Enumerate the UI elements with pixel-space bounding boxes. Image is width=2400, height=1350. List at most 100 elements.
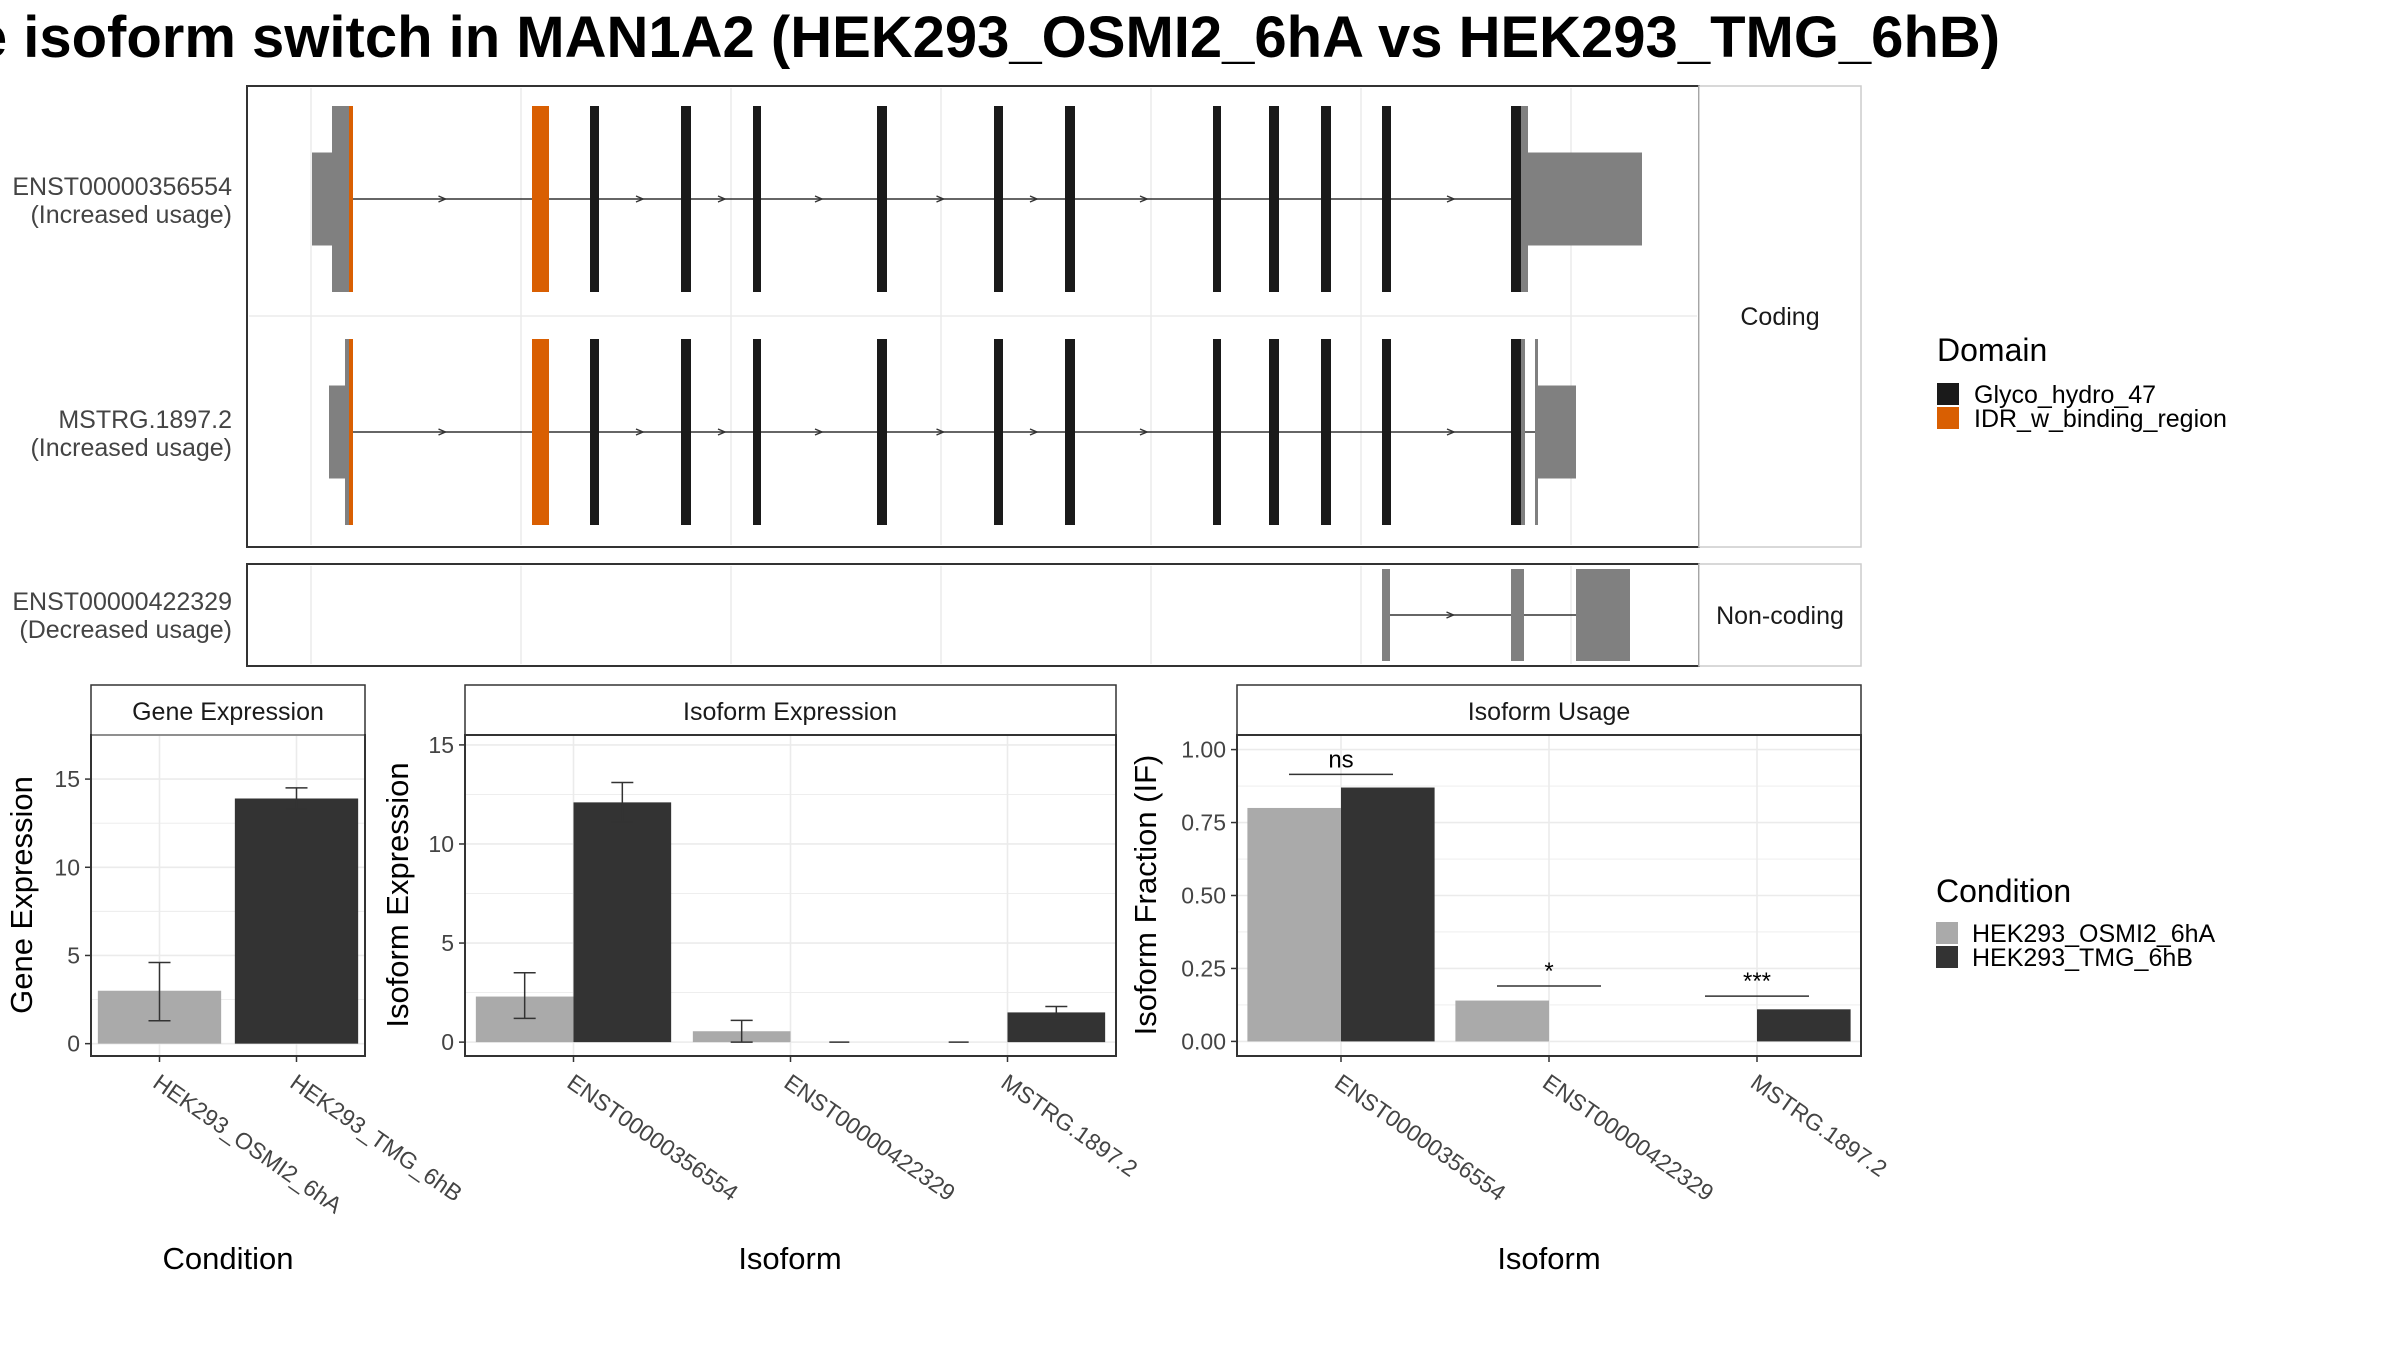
y-tick-label: 15 — [54, 766, 80, 792]
x-tick-label: ENST00000356554 — [1330, 1069, 1511, 1206]
exon-cds-idr_w_binding_region — [349, 106, 353, 292]
exon-cds-glyco_hydro_47 — [994, 339, 1003, 525]
direction-arrow — [814, 195, 824, 203]
y-tick-label: 5 — [67, 942, 80, 968]
noncoding-strip — [1698, 563, 1862, 667]
gene-expression-y-title: Gene Expression — [4, 776, 39, 1014]
domain-legend-label-glyco: Glyco_hydro_47 — [1974, 381, 2156, 409]
direction-arrow — [438, 428, 448, 436]
direction-arrow — [936, 195, 946, 203]
exon-cds — [345, 339, 349, 525]
isoform-usage-strip-label: Isoform Usage — [1468, 698, 1631, 726]
direction-arrow — [1029, 428, 1039, 436]
gene-expression-x-title: Condition — [163, 1241, 294, 1276]
noncoding-strip-label: Non-coding — [1716, 602, 1844, 630]
y-tick-label: 0.25 — [1181, 955, 1226, 981]
direction-arrow — [438, 195, 448, 203]
y-tick-label: 10 — [428, 831, 454, 857]
condition-legend-label-b: HEK293_TMG_6hB — [1972, 944, 2193, 972]
exon-cds-glyco_hydro_47 — [1213, 339, 1221, 525]
exon-cds-glyco_hydro_47 — [753, 339, 761, 525]
transcript-label-1-id: ENST00000356554 — [12, 173, 232, 201]
exon-cds-glyco_hydro_47 — [590, 339, 599, 525]
domain-legend-label-idr: IDR_w_binding_region — [1974, 405, 2227, 433]
exon-cds-glyco_hydro_47 — [1511, 106, 1521, 292]
exon-cds-glyco_hydro_47 — [1269, 106, 1279, 292]
exon-nc — [1576, 569, 1630, 661]
isoform-expression-chart: Isoform Expression Isoform Expression Is… — [380, 684, 1143, 1276]
bar — [573, 802, 672, 1043]
exon-cds-glyco_hydro_47 — [1269, 339, 1279, 525]
exon-cds-glyco_hydro_47 — [1213, 106, 1221, 292]
isoform-expression-x-title: Isoform — [738, 1241, 841, 1276]
transcript-label-3-id: ENST00000422329 — [12, 588, 232, 616]
exon-cds-glyco_hydro_47 — [877, 106, 887, 292]
direction-arrow — [635, 428, 645, 436]
exon-utr3 — [1528, 152, 1642, 246]
exon-nc — [1511, 569, 1524, 661]
x-tick-label: MSTRG.1897.2 — [997, 1069, 1143, 1182]
isoform-usage-x-title: Isoform — [1497, 1241, 1600, 1276]
isoform-usage-chart: Isoform Usage Isoform Fraction (IF) Isof… — [1128, 684, 1892, 1276]
exon-cds-glyco_hydro_47 — [1511, 339, 1521, 525]
x-tick-label: ENST00000422329 — [780, 1069, 960, 1206]
direction-arrow — [717, 428, 727, 436]
condition-legend-key-a — [1936, 922, 1958, 944]
exon-utr5 — [312, 152, 332, 246]
exon-cds-idr_w_binding_region — [532, 339, 549, 525]
isoform-expression-strip-label: Isoform Expression — [683, 698, 897, 726]
direction-arrow — [1139, 428, 1149, 436]
y-tick-label: 0 — [67, 1031, 80, 1057]
exon-utr5 — [329, 385, 345, 479]
transcript-label-2-id: MSTRG.1897.2 — [58, 406, 232, 434]
domain-legend: Domain Glyco_hydro_47 IDR_w_binding_regi… — [1937, 332, 2227, 433]
direction-arrow — [717, 195, 727, 203]
condition-legend-key-b — [1936, 946, 1958, 968]
significance-label: * — [1544, 958, 1553, 985]
gene-expression-strip — [90, 684, 366, 736]
domain-legend-key-glyco — [1937, 383, 1959, 405]
significance-label: ns — [1328, 746, 1353, 773]
exon-cds-idr_w_binding_region — [532, 106, 549, 292]
transcript-label-2-status: (Increased usage) — [30, 434, 232, 462]
x-tick-label: ENST00000356554 — [563, 1069, 744, 1206]
coding-strip — [1698, 85, 1862, 548]
exon-cds-glyco_hydro_47 — [753, 106, 761, 292]
x-tick-label: ENST00000422329 — [1538, 1069, 1718, 1206]
transcript-structure-plot: Coding Non-coding ENST00000356554 (Incre… — [12, 85, 1862, 667]
exon-cds-glyco_hydro_47 — [1065, 339, 1075, 525]
bar — [1247, 807, 1341, 1042]
direction-arrow — [814, 428, 824, 436]
bar — [1757, 1009, 1851, 1042]
condition-legend: Condition HEK293_OSMI2_6hA HEK293_TMG_6h… — [1936, 873, 2216, 972]
exon-cds-glyco_hydro_47 — [1321, 339, 1331, 525]
transcript-label-3-status: (Decreased usage) — [19, 616, 232, 644]
x-tick-label: MSTRG.1897.2 — [1746, 1069, 1892, 1182]
exon-cds — [1521, 339, 1525, 525]
gene-expression-strip-label: Gene Expression — [132, 698, 324, 726]
y-tick-label: 5 — [441, 930, 454, 956]
direction-arrow — [1139, 195, 1149, 203]
condition-legend-title: Condition — [1936, 873, 2071, 909]
transcript-layer — [312, 106, 1642, 661]
exon-cds-glyco_hydro_47 — [1065, 106, 1075, 292]
bar — [234, 798, 359, 1044]
bar — [1341, 787, 1435, 1042]
transcript-label-1-status: (Increased usage) — [30, 201, 232, 229]
isoform-expression-y-title: Isoform Expression — [380, 762, 415, 1027]
domain-legend-key-idr — [1937, 407, 1959, 429]
exon-cds-glyco_hydro_47 — [1382, 106, 1391, 292]
y-tick-label: 0.50 — [1181, 883, 1226, 909]
exon-cds-glyco_hydro_47 — [1382, 339, 1391, 525]
direction-arrow — [1446, 611, 1456, 619]
exon-nc — [1382, 569, 1390, 661]
figure-title: The isoform switch in MAN1A2 (HEK293_OSM… — [0, 5, 2000, 70]
exon-cds-glyco_hydro_47 — [994, 106, 1003, 292]
exon-cds-glyco_hydro_47 — [590, 106, 599, 292]
exon-cds-glyco_hydro_47 — [681, 106, 691, 292]
condition-legend-label-a: HEK293_OSMI2_6hA — [1972, 920, 2216, 948]
coding-strip-label: Coding — [1740, 303, 1819, 331]
direction-arrow — [1029, 195, 1039, 203]
exon-cds-glyco_hydro_47 — [1321, 106, 1331, 292]
